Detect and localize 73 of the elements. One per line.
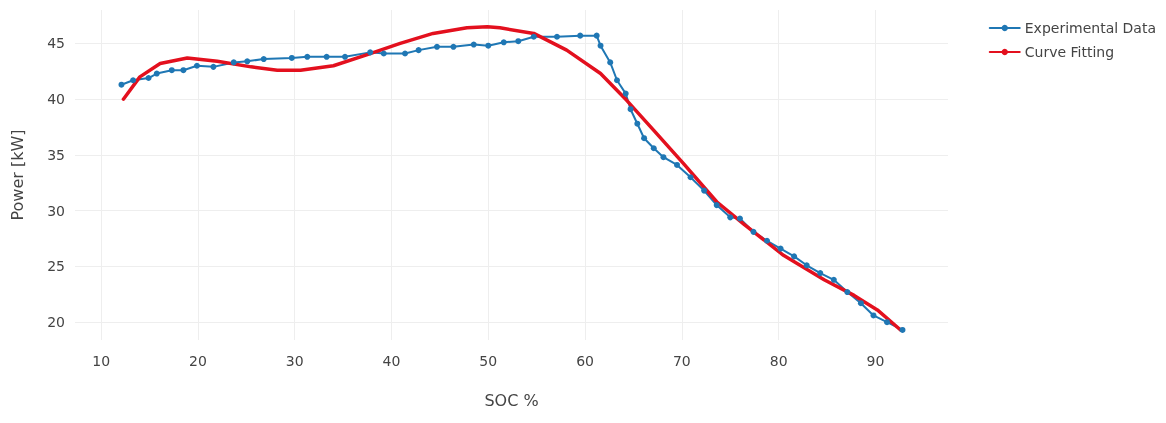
x-tick-label: 30 xyxy=(285,353,304,369)
point xyxy=(168,67,175,74)
point xyxy=(500,39,507,46)
point xyxy=(660,154,667,161)
point xyxy=(260,56,267,63)
point xyxy=(244,58,251,65)
x-axis-title: SOC % xyxy=(484,390,539,410)
point xyxy=(674,161,680,168)
point xyxy=(554,33,560,40)
point xyxy=(884,319,891,326)
point xyxy=(450,43,457,50)
point xyxy=(650,145,657,152)
point xyxy=(614,77,620,84)
x-tick-label: 10 xyxy=(92,353,111,369)
x-tick-label: 40 xyxy=(382,353,401,369)
point xyxy=(844,289,851,296)
point xyxy=(622,90,629,97)
point xyxy=(130,77,137,84)
point xyxy=(713,202,720,209)
point xyxy=(750,228,757,235)
point xyxy=(701,187,708,194)
y-tick-label: 25 xyxy=(47,258,65,275)
point xyxy=(577,32,584,39)
point xyxy=(153,70,160,77)
point xyxy=(687,174,694,181)
y-axis-title: Power [kW] xyxy=(7,129,27,221)
y-tick-label: 20 xyxy=(47,314,65,331)
x-tick-label: 70 xyxy=(672,353,691,369)
y-tick-label: 45 xyxy=(47,35,65,52)
point xyxy=(433,43,440,50)
y-tick-label: 40 xyxy=(47,91,65,108)
point xyxy=(857,300,864,307)
point xyxy=(342,53,349,60)
point xyxy=(607,59,614,66)
point xyxy=(899,326,906,333)
x-tick-label: 60 xyxy=(576,353,594,369)
point xyxy=(304,53,311,60)
point xyxy=(803,262,810,269)
point xyxy=(830,276,837,283)
x-tick-label: 50 xyxy=(479,353,498,369)
legend-label: Experimental Data xyxy=(1024,20,1157,36)
point xyxy=(641,135,648,142)
x-tick-label: 90 xyxy=(866,353,885,369)
point xyxy=(470,41,477,48)
point xyxy=(515,38,522,45)
point xyxy=(870,312,877,319)
point xyxy=(145,75,152,82)
y-tick-label: 30 xyxy=(47,202,65,219)
point xyxy=(402,50,409,57)
point xyxy=(791,253,798,260)
point xyxy=(118,81,125,88)
point xyxy=(627,106,634,113)
legend-label: Curve Fitting xyxy=(1024,44,1115,60)
x-tick-label: 80 xyxy=(769,353,788,369)
x-tick-label: 20 xyxy=(189,353,207,369)
point xyxy=(323,53,330,60)
point xyxy=(230,59,237,66)
y-tick-label: 35 xyxy=(47,146,65,163)
point xyxy=(485,42,492,49)
point xyxy=(777,245,784,252)
point xyxy=(634,120,641,127)
point xyxy=(593,32,600,39)
point xyxy=(764,237,771,244)
point xyxy=(736,215,743,222)
point xyxy=(530,33,537,40)
point xyxy=(210,63,217,70)
point xyxy=(193,62,200,69)
point xyxy=(180,67,187,74)
point xyxy=(727,214,734,221)
point xyxy=(415,47,422,54)
point xyxy=(288,54,295,61)
point xyxy=(817,270,824,277)
point xyxy=(367,49,374,56)
